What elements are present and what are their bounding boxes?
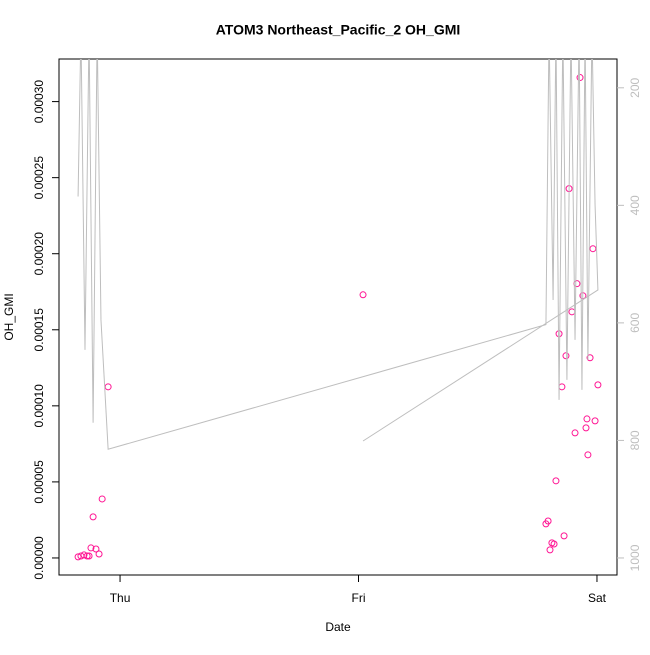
chart-title: ATOM3 Northeast_Pacific_2 OH_GMI	[216, 22, 461, 38]
point	[550, 540, 558, 548]
point	[576, 74, 584, 82]
point	[594, 381, 602, 389]
point	[98, 495, 106, 503]
x-tick-label: Fri	[352, 591, 366, 605]
y2-tick-label: 1000	[628, 544, 642, 571]
y-tick-label: 0.00025	[32, 156, 46, 200]
point	[552, 477, 560, 485]
x-tick-label: Sat	[588, 591, 607, 605]
y2-tick-label: 200	[628, 77, 642, 97]
y-tick-label: 0.00015	[32, 308, 46, 352]
point	[95, 550, 103, 558]
point	[582, 424, 590, 432]
point	[560, 532, 568, 540]
point	[591, 417, 599, 425]
y-tick-label: 0.00010	[32, 384, 46, 428]
point	[85, 552, 93, 560]
y-tick-label: 0.00005	[32, 460, 46, 504]
y-axis-title: OH_GMI	[2, 293, 16, 340]
point	[589, 245, 597, 253]
y-tick-label: 0.00000	[32, 536, 46, 580]
y2-tick-label: 400	[628, 195, 642, 215]
point	[359, 291, 367, 299]
y-tick-label: 0.00030	[32, 80, 46, 124]
point	[544, 517, 552, 525]
x-axis-title: Date	[325, 620, 351, 634]
point	[546, 546, 554, 554]
y-tick-label: 0.00020	[32, 232, 46, 276]
point	[586, 354, 594, 362]
point	[92, 545, 100, 553]
point	[583, 415, 591, 423]
point	[74, 553, 82, 561]
point	[83, 552, 91, 560]
point	[584, 451, 592, 459]
point	[89, 513, 97, 521]
point	[555, 330, 563, 338]
x-tick-label: Thu	[110, 591, 131, 605]
y2-tick-label: 600	[628, 313, 642, 333]
point	[80, 551, 88, 559]
point	[571, 429, 579, 437]
y2-tick-label: 800	[628, 430, 642, 450]
point	[87, 544, 95, 552]
plot-frame	[58, 58, 618, 576]
point	[562, 352, 570, 360]
